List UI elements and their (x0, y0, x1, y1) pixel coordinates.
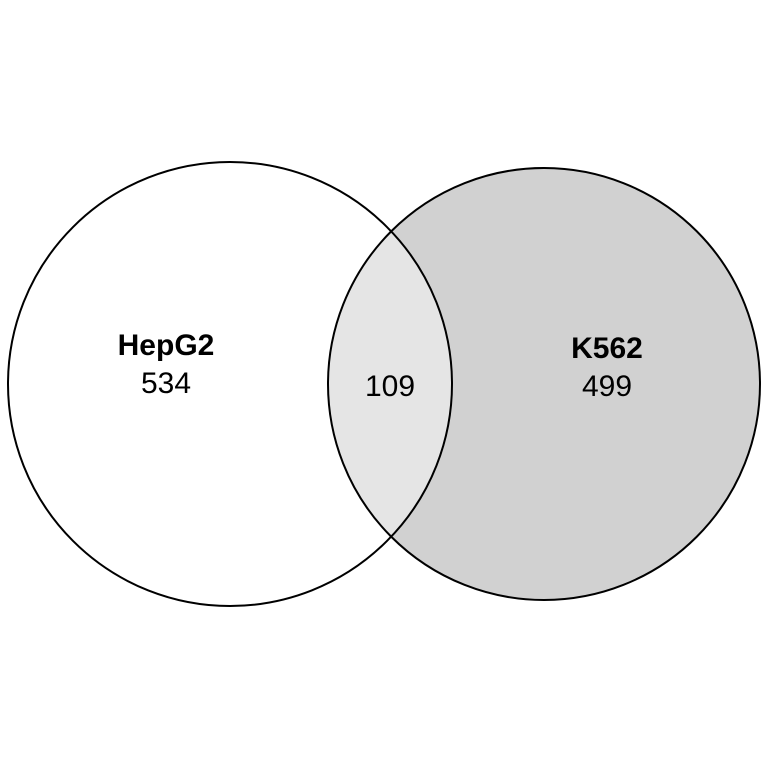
k562-unique-count: 499 (582, 370, 632, 403)
hepg2-unique-count: 534 (141, 367, 191, 400)
intersection-count: 109 (365, 370, 415, 403)
k562-set-label: K562 (571, 332, 643, 365)
k562-set-outline (327, 167, 761, 601)
hepg2-set-circle (7, 161, 453, 607)
k562-set-circle (328, 168, 760, 600)
hepg2-set-label: HepG2 (118, 329, 215, 362)
